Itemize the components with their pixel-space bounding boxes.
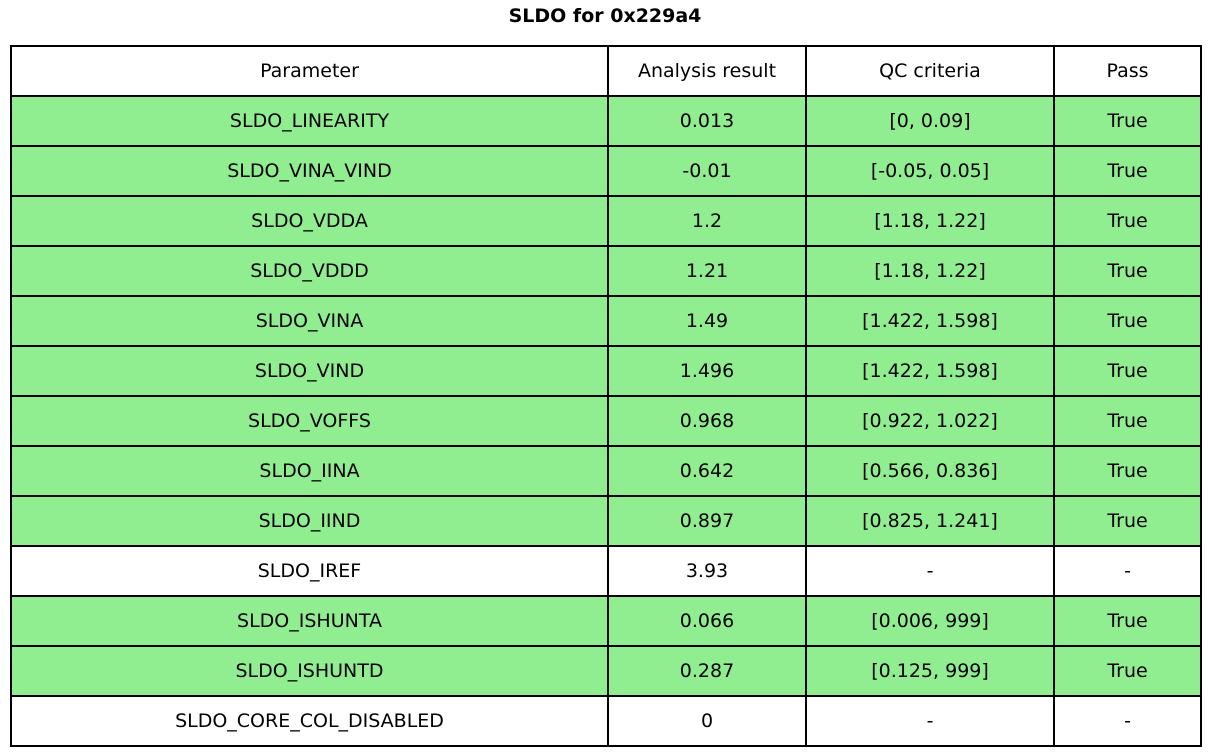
cell-qc-criteria: [1.18, 1.22] (805, 195, 1055, 247)
table-row: SLDO_ISHUNTD 0.287 [0.125, 999] True (10, 645, 1202, 697)
cell-pass: - (1053, 695, 1202, 747)
cell-qc-criteria: [0.922, 1.022] (805, 395, 1055, 447)
figure-title: SLDO for 0x229a4 (508, 5, 702, 27)
cell-parameter: SLDO_VINA (10, 295, 609, 347)
table-row: SLDO_IINA 0.642 [0.566, 0.836] True (10, 445, 1202, 497)
qc-results-table: Parameter Analysis result QC criteria Pa… (10, 45, 1202, 747)
cell-analysis-result: 1.21 (607, 245, 807, 297)
table-row: SLDO_VDDD 1.21 [1.18, 1.22] True (10, 245, 1202, 297)
cell-pass: True (1053, 445, 1202, 497)
cell-parameter: SLDO_LINEARITY (10, 95, 609, 147)
header-row: Parameter Analysis result QC criteria Pa… (10, 45, 1202, 97)
cell-analysis-result: 0.013 (607, 95, 807, 147)
table-row: SLDO_VINA 1.49 [1.422, 1.598] True (10, 295, 1202, 347)
cell-parameter: SLDO_VDDA (10, 195, 609, 247)
cell-qc-criteria: [0.566, 0.836] (805, 445, 1055, 497)
cell-qc-criteria: [0.006, 999] (805, 595, 1055, 647)
cell-parameter: SLDO_VINA_VIND (10, 145, 609, 197)
cell-qc-criteria: [1.18, 1.22] (805, 245, 1055, 297)
header-qc-criteria: QC criteria (805, 45, 1055, 97)
cell-pass: True (1053, 395, 1202, 447)
cell-pass: True (1053, 245, 1202, 297)
cell-analysis-result: 1.49 (607, 295, 807, 347)
cell-parameter: SLDO_CORE_COL_DISABLED (10, 695, 609, 747)
header-analysis-result: Analysis result (607, 45, 807, 97)
cell-qc-criteria: [-0.05, 0.05] (805, 145, 1055, 197)
cell-pass: True (1053, 645, 1202, 697)
cell-pass: True (1053, 495, 1202, 547)
table-row: SLDO_VIND 1.496 [1.422, 1.598] True (10, 345, 1202, 397)
cell-analysis-result: 0 (607, 695, 807, 747)
cell-parameter: SLDO_ISHUNTD (10, 645, 609, 697)
cell-qc-criteria: [1.422, 1.598] (805, 345, 1055, 397)
cell-analysis-result: 0.066 (607, 595, 807, 647)
cell-analysis-result: 1.496 (607, 345, 807, 397)
cell-analysis-result: 0.287 (607, 645, 807, 697)
cell-analysis-result: -0.01 (607, 145, 807, 197)
header-parameter: Parameter (10, 45, 609, 97)
table-row: SLDO_VDDA 1.2 [1.18, 1.22] True (10, 195, 1202, 247)
cell-pass: True (1053, 95, 1202, 147)
header-pass: Pass (1053, 45, 1202, 97)
table-row: SLDO_CORE_COL_DISABLED 0- - (10, 695, 1202, 747)
cell-parameter: SLDO_ISHUNTA (10, 595, 609, 647)
table-row: SLDO_VOFFS 0.968 [0.922, 1.022] True (10, 395, 1202, 447)
cell-pass: - (1053, 545, 1202, 597)
cell-parameter: SLDO_VDDD (10, 245, 609, 297)
cell-pass: True (1053, 345, 1202, 397)
cell-parameter: SLDO_VOFFS (10, 395, 609, 447)
cell-qc-criteria: [0, 0.09] (805, 95, 1055, 147)
table-row: SLDO_IREF 3.93- - (10, 545, 1202, 597)
cell-qc-criteria: [0.125, 999] (805, 645, 1055, 697)
table-header: Parameter Analysis result QC criteria Pa… (10, 45, 1202, 97)
cell-qc-criteria: - (805, 545, 1055, 597)
cell-analysis-result: 3.93 (607, 545, 807, 597)
cell-analysis-result: 0.897 (607, 495, 807, 547)
cell-analysis-result: 1.2 (607, 195, 807, 247)
table-row: SLDO_LINEARITY 0.013 [0, 0.09] True (10, 95, 1202, 147)
cell-pass: True (1053, 195, 1202, 247)
table-body: SLDO_LINEARITY 0.013 [0, 0.09] True SLDO_VIN… (10, 95, 1202, 747)
cell-parameter: SLDO_IREF (10, 545, 609, 597)
cell-qc-criteria: [1.422, 1.598] (805, 295, 1055, 347)
table-row: SLDO_VINA_VIND -0.01 [-0.05, 0.05] True (10, 145, 1202, 197)
table-row: SLDO_ISHUNTA 0.066 [0.006, 999] True (10, 595, 1202, 647)
cell-pass: True (1053, 145, 1202, 197)
cell-pass: True (1053, 295, 1202, 347)
cell-parameter: SLDO_VIND (10, 345, 609, 397)
cell-parameter: SLDO_IINA (10, 445, 609, 497)
cell-parameter: SLDO_IIND (10, 495, 609, 547)
cell-pass: True (1053, 595, 1202, 647)
cell-qc-criteria: - (805, 695, 1055, 747)
table-row: SLDO_IIND 0.897 [0.825, 1.241] True (10, 495, 1202, 547)
cell-analysis-result: 0.642 (607, 445, 807, 497)
cell-qc-criteria: [0.825, 1.241] (805, 495, 1055, 547)
cell-analysis-result: 0.968 (607, 395, 807, 447)
